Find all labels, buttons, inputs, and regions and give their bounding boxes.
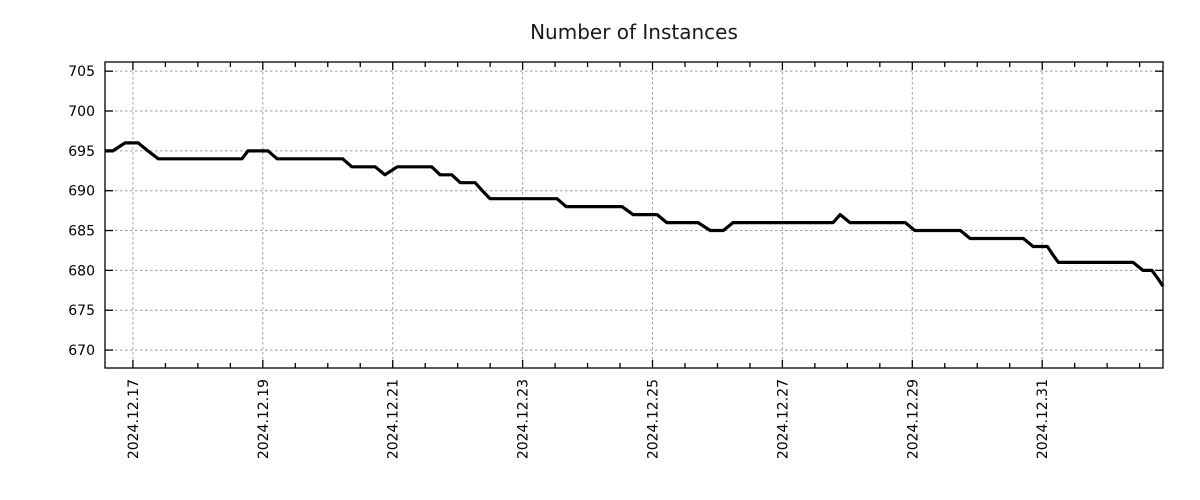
x-tick-label: 2024.12.23 bbox=[516, 379, 532, 459]
plot-border bbox=[104, 61, 1164, 369]
series-line-instances bbox=[105, 141, 1165, 288]
y-tick-label: 680 bbox=[68, 263, 95, 279]
y-tick-label: 685 bbox=[68, 224, 95, 240]
axis-labels: 670 675 680 685 690 695 700 705 2024.12.17 2024.1… bbox=[68, 64, 1051, 459]
y-tick-label: 705 bbox=[68, 64, 95, 80]
y-tick-label: 700 bbox=[68, 104, 95, 120]
series-layer bbox=[105, 141, 1165, 288]
x-tick-label: 2024.12.29 bbox=[905, 379, 921, 459]
x-tick-label: 2024.12.21 bbox=[386, 379, 402, 459]
chart-title: Number of Instances bbox=[530, 20, 738, 44]
y-tick-label: 670 bbox=[68, 343, 95, 359]
x-tick-label: 2024.12.17 bbox=[126, 379, 142, 459]
x-tick-label: 2024.12.19 bbox=[256, 379, 272, 459]
y-tick-label: 695 bbox=[68, 144, 95, 160]
y-tick-label: 675 bbox=[68, 303, 95, 319]
grid-layer bbox=[105, 62, 1163, 368]
y-tick-label: 690 bbox=[68, 184, 95, 200]
x-tick-label: 2024.12.27 bbox=[775, 379, 791, 459]
x-tick-label: 2024.12.25 bbox=[646, 379, 662, 459]
tick-layer bbox=[105, 62, 1163, 368]
x-tick-label: 2024.12.31 bbox=[1035, 379, 1051, 459]
